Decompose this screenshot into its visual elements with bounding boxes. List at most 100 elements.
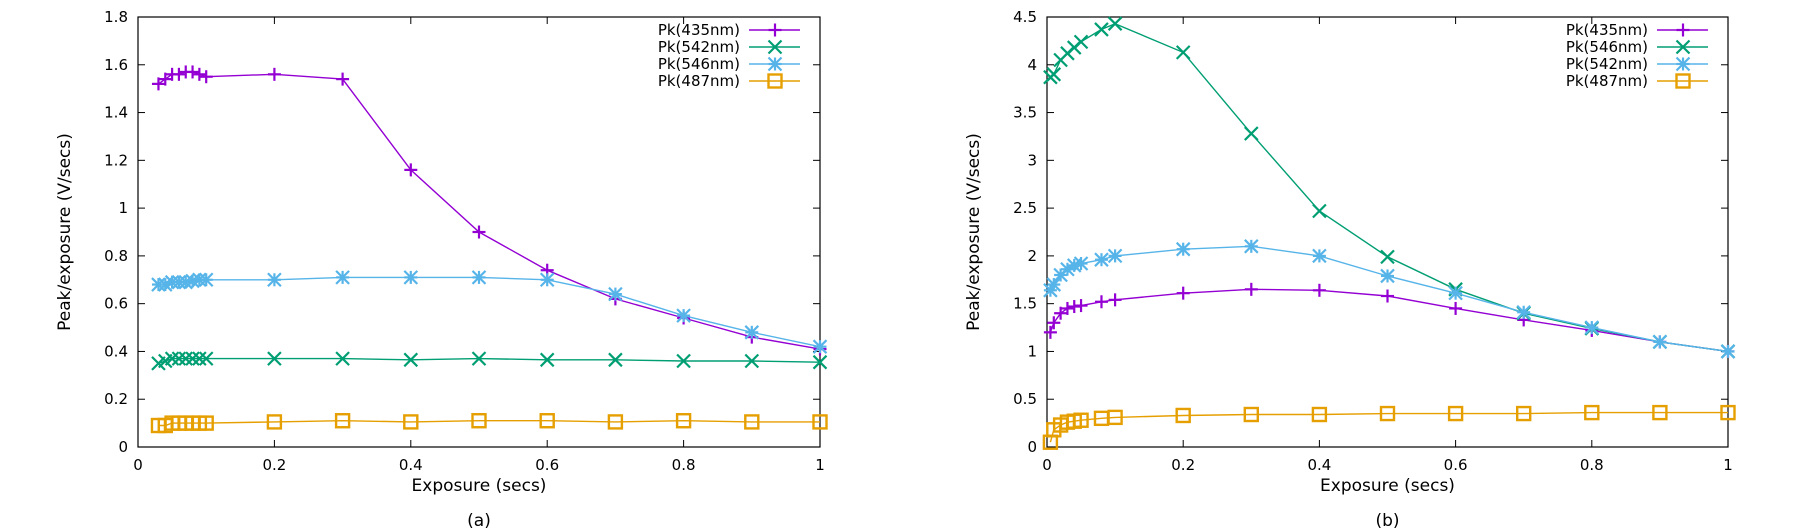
data-point bbox=[676, 308, 691, 323]
data-point bbox=[1107, 16, 1123, 31]
x-tick-label: 0.6 bbox=[1444, 456, 1468, 474]
y-tick-label: 1.2 bbox=[104, 151, 128, 169]
series-line bbox=[1049, 288, 1729, 353]
data-point bbox=[1584, 404, 1600, 421]
panel-caption: (b) bbox=[1375, 511, 1399, 531]
data-point bbox=[1094, 22, 1109, 37]
legend-label: Pk(487nm) bbox=[658, 72, 740, 90]
legend-marker bbox=[767, 73, 783, 89]
data-point bbox=[185, 351, 200, 366]
series-Pk(542nm) bbox=[1043, 239, 1736, 359]
series-Pk(542nm) bbox=[151, 351, 828, 371]
y-tick-label: 2.5 bbox=[1013, 199, 1037, 217]
legend-marker bbox=[768, 23, 782, 37]
data-point bbox=[198, 272, 214, 288]
data-point bbox=[334, 413, 351, 429]
legend-marker bbox=[1675, 56, 1691, 72]
x-tick-label: 0 bbox=[133, 456, 143, 474]
data-point bbox=[1244, 282, 1258, 296]
data-point bbox=[607, 414, 624, 430]
y-tick-label: 3 bbox=[1027, 151, 1037, 169]
data-point bbox=[676, 353, 691, 369]
data-point bbox=[403, 352, 419, 368]
panel-b-legend: Pk(435nm)Pk(546nm)Pk(542nm)Pk(487nm) bbox=[1566, 21, 1708, 90]
y-tick-label: 0.8 bbox=[104, 247, 128, 265]
data-point bbox=[1380, 268, 1395, 284]
data-point bbox=[151, 77, 165, 91]
data-point bbox=[1043, 325, 1057, 339]
data-point bbox=[1054, 306, 1068, 320]
data-point bbox=[1046, 67, 1062, 82]
panel-a-legend: Pk(435nm)Pk(542nm)Pk(546nm)Pk(487nm) bbox=[658, 21, 800, 90]
y-tick-label: 1.6 bbox=[104, 56, 128, 74]
legend-label: Pk(542nm) bbox=[658, 38, 740, 56]
data-point bbox=[539, 272, 555, 288]
data-point bbox=[1073, 34, 1089, 50]
data-point bbox=[1073, 412, 1089, 428]
x-axis-title: Exposure (secs) bbox=[1320, 476, 1455, 496]
data-point bbox=[471, 351, 487, 366]
data-point bbox=[1176, 286, 1190, 300]
data-point bbox=[1312, 203, 1327, 219]
data-point bbox=[267, 272, 282, 288]
data-point bbox=[1381, 289, 1394, 303]
data-point bbox=[1516, 304, 1531, 320]
legend-label: Pk(546nm) bbox=[1566, 38, 1648, 56]
legend-marker bbox=[1675, 39, 1691, 55]
data-point bbox=[192, 67, 206, 81]
x-tick-label: 0.4 bbox=[1307, 456, 1331, 474]
data-point bbox=[1243, 406, 1260, 423]
data-point bbox=[1046, 277, 1062, 292]
data-point bbox=[472, 225, 486, 239]
data-point bbox=[158, 72, 172, 86]
panel-b: 0 0.2 0.4 0.6 0.8 1 0 0.5 1 1.5 2 2.5 3 3.5 4 4.5 Exposu… bbox=[964, 8, 1736, 531]
series-Pk(487nm) bbox=[150, 413, 828, 434]
series-Pk(435nm) bbox=[151, 65, 827, 356]
data-point bbox=[1447, 405, 1464, 422]
x-tick-label: 0.2 bbox=[1171, 456, 1195, 474]
y-tick-label: 0.6 bbox=[104, 295, 128, 313]
x-tick-label: 0.6 bbox=[535, 456, 559, 474]
legend-marker bbox=[767, 39, 783, 55]
data-point bbox=[812, 354, 828, 370]
data-point bbox=[1175, 241, 1191, 257]
x-axis-title: Exposure (secs) bbox=[412, 476, 547, 496]
y-tick-label: 0.5 bbox=[1013, 390, 1037, 408]
data-point bbox=[1652, 404, 1668, 421]
data-point bbox=[1380, 249, 1395, 265]
x-tick-label: 0.8 bbox=[1580, 456, 1604, 474]
y-tick-label: 1 bbox=[118, 199, 128, 217]
data-point bbox=[539, 413, 555, 429]
data-point bbox=[1175, 45, 1191, 60]
data-point bbox=[192, 272, 207, 288]
data-point bbox=[1175, 407, 1191, 424]
data-point bbox=[1073, 256, 1089, 271]
data-point bbox=[744, 325, 760, 340]
data-point bbox=[1652, 334, 1668, 350]
data-point bbox=[335, 270, 350, 285]
data-point bbox=[1094, 252, 1109, 267]
y-tick-label: 4 bbox=[1027, 56, 1037, 74]
series-Pk(487nm) bbox=[1042, 404, 1736, 450]
legend-label: Pk(435nm) bbox=[1566, 21, 1648, 39]
legend-label: Pk(546nm) bbox=[658, 55, 740, 73]
x-tick-label: 1 bbox=[815, 456, 825, 474]
series-line bbox=[1049, 411, 1728, 443]
y-tick-label: 1 bbox=[1027, 342, 1037, 360]
data-point bbox=[198, 415, 214, 431]
data-point bbox=[744, 414, 760, 430]
data-point bbox=[1107, 409, 1123, 426]
data-point bbox=[192, 351, 207, 366]
legend-label: Pk(542nm) bbox=[1566, 55, 1648, 73]
x-tick-label: 0.4 bbox=[399, 456, 423, 474]
data-point bbox=[186, 65, 200, 79]
data-point bbox=[198, 351, 214, 366]
series-line bbox=[158, 357, 821, 365]
series-line bbox=[158, 71, 821, 350]
data-point bbox=[404, 163, 418, 177]
data-point bbox=[164, 351, 180, 366]
y-tick-label: 0 bbox=[118, 438, 128, 456]
data-point bbox=[335, 351, 350, 366]
y-tick-label: 4.5 bbox=[1013, 8, 1037, 26]
